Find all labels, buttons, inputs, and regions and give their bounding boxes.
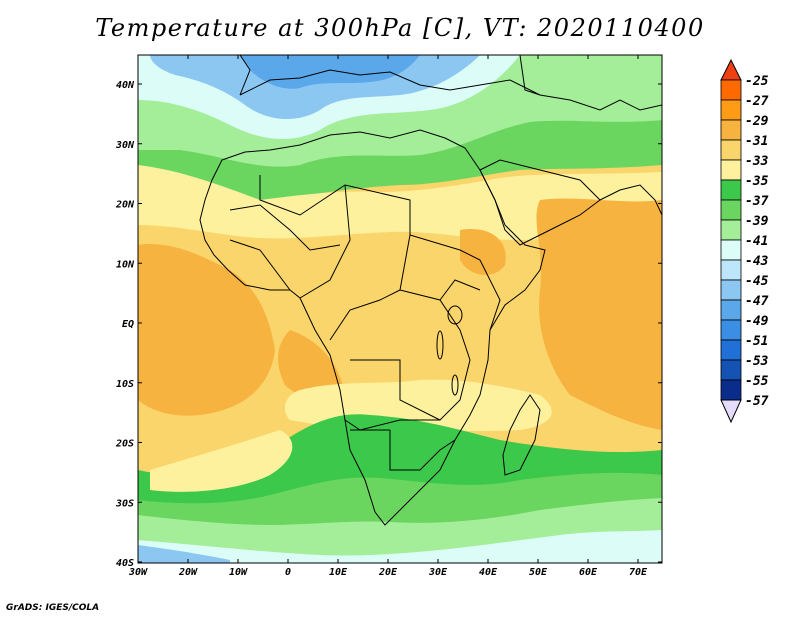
- colorbar-segment: [720, 299, 742, 321]
- colorbar-segment: [720, 219, 742, 241]
- lat-label-20s: 20S: [115, 439, 134, 450]
- lon-label-70e: 70E: [629, 567, 648, 578]
- longitude-labels: 30W 20W 10W 0 10E 20E 30E 40E 50E 60E 70E: [128, 567, 648, 578]
- colorbar-segment: [720, 319, 742, 341]
- colorbar-label: -43: [745, 254, 769, 269]
- colorbar-segment: [720, 79, 742, 101]
- colorbar-label: -47: [745, 294, 769, 309]
- lon-label-0: 0: [285, 567, 291, 578]
- lat-label-20n: 20N: [115, 200, 135, 211]
- lat-label-10n: 10N: [116, 259, 135, 270]
- lat-label-40n: 40N: [116, 80, 135, 91]
- colorbar-label: -45: [745, 274, 769, 289]
- lat-label-10s: 10S: [116, 379, 134, 390]
- lat-label-30n: 30N: [115, 140, 135, 151]
- lon-label-20w: 20W: [178, 567, 198, 578]
- colorbar-segment: [720, 139, 742, 161]
- lon-label-10w: 10W: [229, 567, 248, 578]
- lon-label-50e: 50E: [529, 567, 548, 578]
- colorbar-segment: [720, 339, 742, 361]
- colorbar-label: -35: [745, 174, 769, 189]
- footer-credit: GrADS: IGES/COLA: [6, 603, 100, 613]
- colorbar: -25 -27 -29 -31 -33 -35 -37 -39 -41 -43 -45 -47 -49 -…: [720, 58, 769, 424]
- axis-ticks: [137, 55, 662, 563]
- colorbar-segment: [720, 239, 742, 261]
- colorbar-segment: [720, 159, 742, 181]
- colorbar-segment: [720, 359, 742, 381]
- colorbar-label: -41: [745, 234, 768, 249]
- colorbar-label: -51: [745, 334, 768, 349]
- colorbar-label: -25: [745, 74, 769, 89]
- lat-label-40s: 40S: [116, 558, 134, 569]
- colorbar-label: -29: [745, 114, 769, 129]
- colorbar-label: -27: [745, 94, 769, 109]
- colorbar-segment: [720, 379, 742, 401]
- colorbar-segment: [720, 119, 742, 141]
- colorbar-label: -31: [745, 134, 768, 149]
- map-frame: [137, 54, 663, 564]
- colorbar-segment: [720, 99, 742, 121]
- colorbar-label: -37: [745, 194, 769, 209]
- lat-label-30s: 30S: [115, 498, 134, 509]
- colorbar-segment: [720, 179, 742, 201]
- lat-label-eq: EQ: [122, 319, 134, 330]
- lon-label-30w: 30W: [128, 567, 148, 578]
- colorbar-top-arrow: [720, 58, 742, 81]
- colorbar-label: -55: [745, 374, 769, 389]
- colorbar-label: -57: [745, 394, 769, 409]
- colorbar-label: -49: [745, 314, 769, 329]
- lon-label-10e: 10E: [329, 567, 348, 578]
- colorbar-segment: [720, 199, 742, 221]
- colorbar-bottom-arrow: [720, 399, 742, 424]
- lon-label-60e: 60E: [579, 567, 598, 578]
- colorbar-label: -39: [745, 214, 769, 229]
- temperature-field: [138, 55, 662, 563]
- latitude-labels: 40N 30N 20N 10N EQ 10S 20S 30S 40S: [115, 80, 135, 569]
- colorbar-label: -53: [745, 354, 769, 369]
- lon-label-20e: 20E: [378, 567, 398, 578]
- colorbar-label: -33: [745, 154, 769, 169]
- colorbar-segment: [720, 279, 742, 301]
- lon-label-30e: 30E: [428, 567, 448, 578]
- coastlines: [199, 55, 662, 526]
- map-title: Temperature at 300hPa [C], VT: 202011040…: [95, 14, 705, 42]
- colorbar-segment: [720, 259, 742, 281]
- lon-label-40e: 40E: [479, 567, 498, 578]
